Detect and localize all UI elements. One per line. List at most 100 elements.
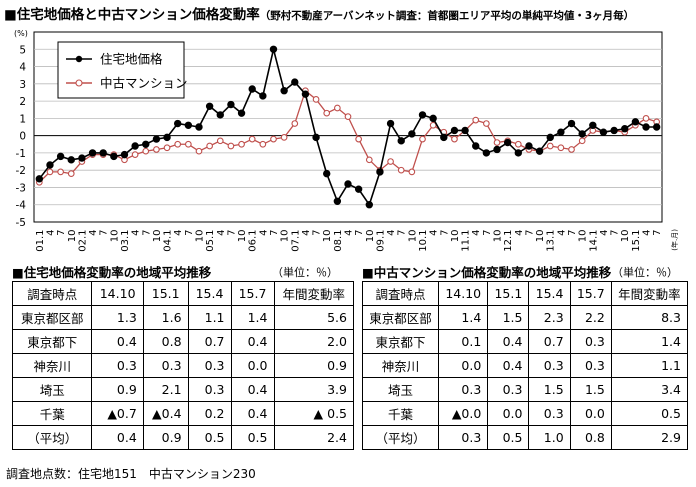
data-point-condo (397, 166, 405, 174)
x-tick-label: 13.1 (546, 230, 557, 252)
data-point-land (291, 78, 299, 86)
condo-table-row: （平均） 0.3 0.5 1.0 0.8 2.9 (361, 425, 689, 450)
data-point-land (99, 149, 107, 157)
land-table-header-cell: 15.4 (187, 281, 232, 306)
data-point-condo (67, 170, 75, 177)
land-table-value-cell: 0.0 (230, 353, 275, 378)
data-point-land (514, 149, 523, 157)
land-table-header-cell: 年間変動率 (273, 281, 354, 306)
footnote: 調査地点数：住宅地151 中古マンション230 (6, 467, 256, 481)
data-point-condo (483, 120, 490, 127)
data-point-land (205, 102, 214, 110)
y-tick-label: -5 (16, 217, 26, 229)
land-table-region-cell: 東京都区部 (11, 305, 93, 330)
data-point-condo (568, 146, 575, 153)
land-table-title: ■住宅地価格変動率の地域平均推移 (12, 265, 212, 280)
x-tick-label: 7 (184, 230, 195, 236)
data-point-land (67, 156, 75, 164)
data-point-land (546, 133, 554, 142)
condo-table-title: ■中古マンション価格変動率の地域平均推移 (362, 265, 612, 280)
data-point-land (408, 130, 416, 138)
condo-table-value-cell: 0.3 (528, 353, 571, 378)
y-tick-label: 0 (19, 131, 26, 143)
data-point-land (78, 154, 86, 162)
condo-table-row: 東京都区部 1.4 1.5 2.3 2.2 8.3 (361, 305, 689, 330)
data-point-land (631, 118, 640, 126)
x-tick-label: 14.1 (588, 230, 599, 252)
condo-table-header-row: 調査時点 14.10 15.1 15.4 15.7 年間変動率 (361, 281, 689, 306)
data-point-condo (514, 140, 522, 148)
condo-table-value-cell: 0.3 (438, 425, 489, 450)
condo-table-row: 東京都下 0.1 0.4 0.7 0.3 1.4 (361, 329, 689, 354)
data-point-land (535, 147, 544, 155)
data-point-land (589, 121, 597, 129)
data-point-condo (419, 135, 426, 143)
x-tick-label: 10 (322, 230, 333, 243)
condo-table-value-cell: 1.4 (610, 329, 689, 354)
legend-marker (75, 55, 83, 63)
land-table-value-cell: 0.3 (91, 353, 144, 378)
data-point-land (152, 135, 161, 143)
data-point-land (184, 121, 193, 129)
data-point-land (216, 111, 224, 119)
x-tick-label: 4 (642, 230, 653, 236)
x-tick-label: 10 (152, 230, 163, 243)
data-point-condo (238, 140, 245, 148)
data-point-land (259, 92, 267, 100)
land-table-row: （平均） 0.4 0.9 0.5 0.5 2.4 (11, 425, 354, 450)
data-point-condo (280, 134, 288, 141)
condo-table-value-cell: ▲0.0 (438, 401, 489, 426)
data-point-land (642, 123, 650, 131)
x-tick-label: 07.1 (290, 230, 301, 252)
land-table-value-cell: 1.6 (142, 305, 189, 330)
x-tick-label: 7 (312, 230, 323, 236)
data-point-land (578, 130, 586, 138)
x-tick-label: 03.1 (120, 230, 131, 252)
x-tick-label: 4 (173, 230, 184, 236)
page-subtitle: （野村不動産アーバンネット調査：首都圏エリア平均の単純平均値・3ヶ月毎） (259, 10, 635, 22)
x-tick-label: 7 (567, 230, 578, 236)
land-table-value-cell: 0.3 (187, 353, 232, 378)
land-table-value-cell: 0.9 (142, 425, 189, 450)
data-point-condo (142, 147, 150, 155)
x-tick-label: 4 (45, 230, 56, 236)
data-point-condo (344, 113, 352, 120)
x-tick-label: 7 (269, 230, 280, 236)
x-tick-label: 4 (386, 230, 397, 236)
data-point-condo (227, 142, 235, 150)
data-point-land (610, 126, 618, 135)
x-tick-label: 4 (344, 230, 355, 236)
land-table-value-cell: 0.4 (230, 329, 275, 354)
x-tick-label: 7 (226, 230, 237, 236)
x-tick-label: 04.1 (163, 230, 174, 252)
y-tick-label: -4 (16, 200, 27, 212)
page-title: ■住宅地価格と中古マンション価格変動率（野村不動産アーバンネット調査：首都圏エリ… (4, 7, 635, 23)
data-point-land (557, 128, 565, 136)
condo-table-header-cell: 15.1 (487, 281, 530, 306)
x-tick-label: 10 (535, 230, 546, 243)
land-table-value-cell: ▲ 0.5 (273, 401, 354, 426)
data-point-condo (216, 137, 224, 145)
data-point-condo (578, 137, 586, 145)
x-tick-label: 10 (109, 230, 120, 243)
land-table-unit: （単位：％） (272, 266, 338, 279)
data-point-condo (451, 135, 458, 143)
data-point-land (237, 109, 246, 117)
data-point-condo (365, 156, 373, 164)
x-axis-unit: (年.月) (670, 229, 679, 251)
x-tick-label: 4 (556, 230, 567, 236)
data-point-land (173, 119, 182, 128)
condo-table-value-cell: 0.5 (487, 425, 530, 450)
land-table-row: 神奈川 0.3 0.3 0.3 0.0 0.9 (11, 353, 354, 378)
data-point-condo (312, 96, 320, 103)
data-point-condo (270, 135, 277, 143)
land-table-header-cell: 15.7 (230, 281, 275, 306)
data-point-land (110, 152, 118, 161)
condo-table-value-cell: 1.5 (487, 305, 530, 330)
data-point-condo (174, 140, 182, 148)
x-tick-label: 7 (482, 230, 493, 236)
data-point-condo (472, 116, 480, 124)
data-point-condo (195, 147, 203, 155)
x-tick-label: 4 (514, 230, 525, 236)
land-table-value-cell: 1.4 (230, 305, 275, 330)
